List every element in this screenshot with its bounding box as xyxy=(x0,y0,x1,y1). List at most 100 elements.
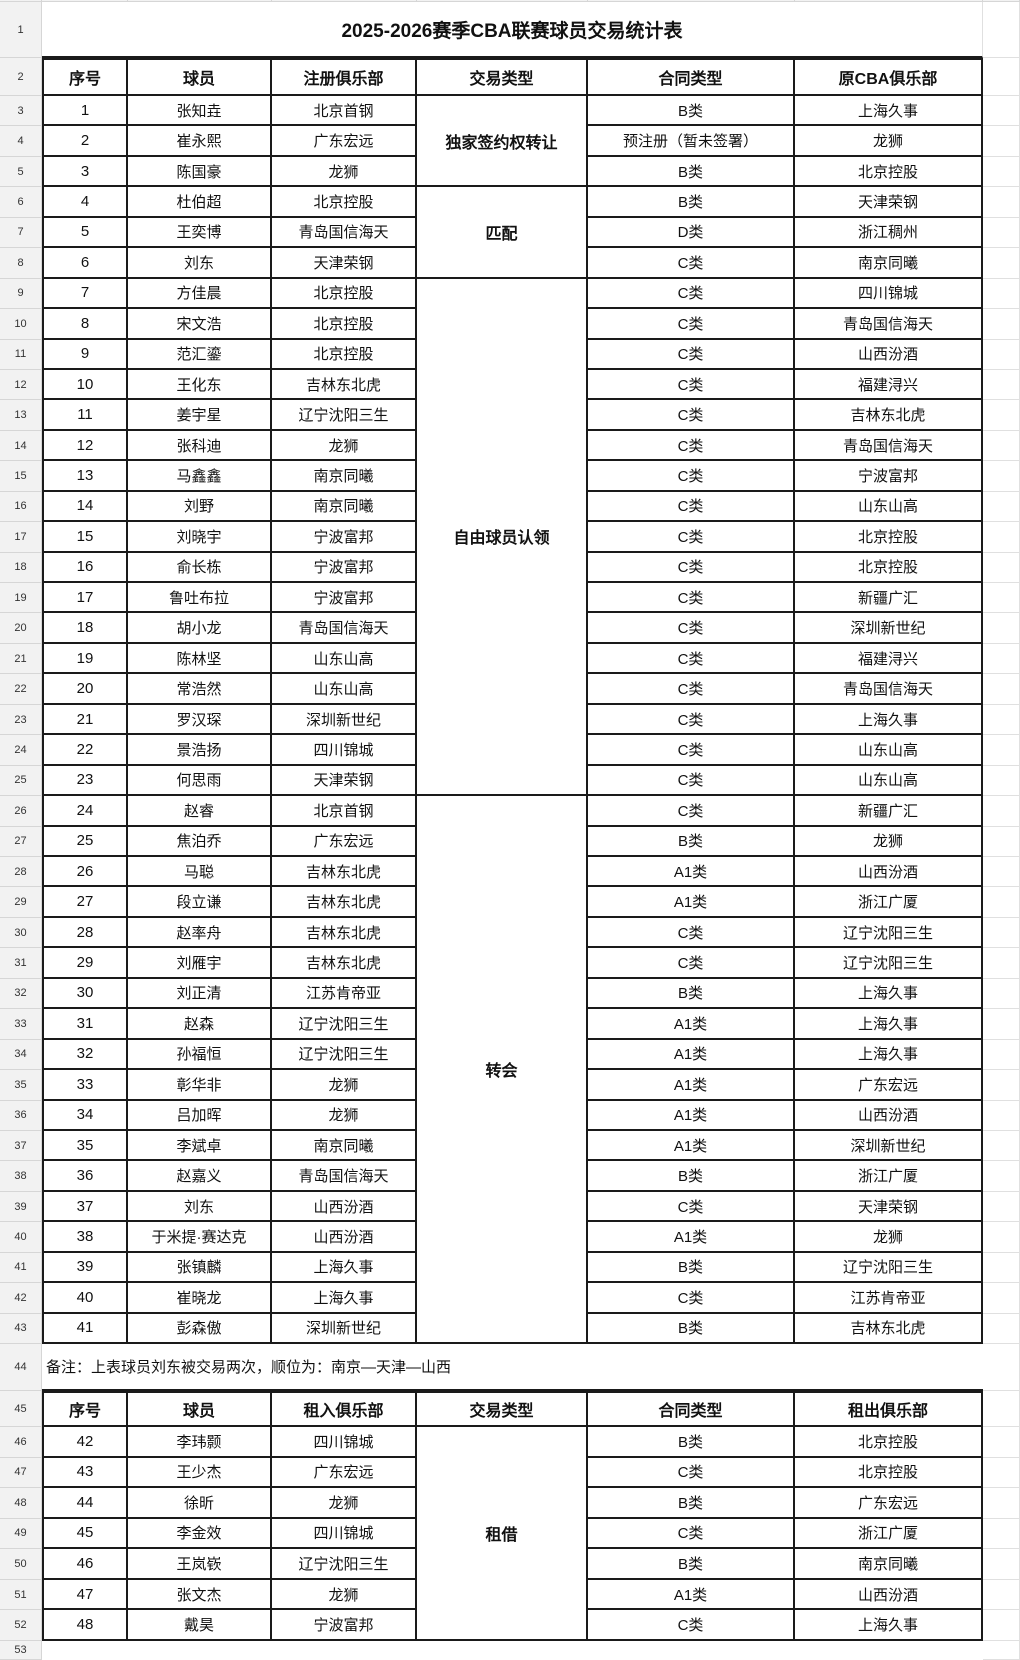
cell-other-club[interactable]: 上海久事 xyxy=(795,978,983,1010)
cell-other-club[interactable]: 北京控股 xyxy=(795,1457,983,1489)
cell-other-club[interactable]: 龙狮 xyxy=(795,1222,983,1253)
cell-contract[interactable]: C类 xyxy=(588,339,795,370)
row-number[interactable]: 40 xyxy=(0,1222,42,1253)
column-header[interactable] xyxy=(417,0,588,2)
cell-club[interactable]: 南京同曦 xyxy=(272,461,417,492)
row-number[interactable]: 30 xyxy=(0,917,42,949)
empty-cell[interactable] xyxy=(983,126,1020,157)
cell-club[interactable]: 龙狮 xyxy=(272,1100,417,1131)
cell-other-club[interactable]: 浙江广厦 xyxy=(795,1161,983,1192)
cell-player[interactable]: 焦泊乔 xyxy=(128,826,272,857)
empty-cell[interactable] xyxy=(983,461,1020,492)
cell-seq[interactable]: 37 xyxy=(42,1191,128,1223)
cell-seq[interactable]: 39 xyxy=(42,1252,128,1284)
empty-cell[interactable] xyxy=(983,339,1020,370)
row-number[interactable]: 39 xyxy=(0,1191,42,1223)
cell-seq[interactable]: 35 xyxy=(42,1130,128,1162)
row-number[interactable]: 26 xyxy=(0,796,42,827)
cell-contract[interactable]: C类 xyxy=(588,735,795,766)
row-number[interactable]: 35 xyxy=(0,1070,42,1101)
cell-player[interactable]: 徐昕 xyxy=(128,1488,272,1519)
empty-cell[interactable] xyxy=(983,1549,1020,1580)
cell-contract[interactable]: C类 xyxy=(588,1457,795,1489)
row-number[interactable]: 45 xyxy=(0,1391,42,1427)
cell-seq[interactable]: 4 xyxy=(42,187,128,218)
cell-seq[interactable]: 28 xyxy=(42,917,128,949)
cell-club[interactable]: 天津荣钢 xyxy=(272,765,417,797)
cell-club[interactable]: 北京控股 xyxy=(272,339,417,370)
cell-other-club[interactable]: 福建浔兴 xyxy=(795,643,983,675)
row-number[interactable]: 41 xyxy=(0,1252,42,1284)
row-number[interactable]: 43 xyxy=(0,1313,42,1345)
cell-club[interactable]: 四川锦城 xyxy=(272,735,417,766)
cell-player[interactable]: 王岚嵚 xyxy=(128,1549,272,1580)
row-number[interactable]: 38 xyxy=(0,1161,42,1192)
cell-contract[interactable]: B类 xyxy=(588,187,795,218)
row-number[interactable]: 53 xyxy=(0,1640,42,1660)
cell-seq[interactable]: 41 xyxy=(42,1313,128,1345)
cell-seq[interactable]: 25 xyxy=(42,826,128,857)
cell-player[interactable]: 王化东 xyxy=(128,369,272,401)
cell-trade-type-merged[interactable]: 匹配 xyxy=(417,187,588,279)
row-number[interactable]: 48 xyxy=(0,1488,42,1519)
row-number[interactable]: 50 xyxy=(0,1549,42,1580)
empty-cell[interactable] xyxy=(983,826,1020,857)
cell-other-club[interactable]: 山西汾酒 xyxy=(795,1100,983,1131)
empty-cell[interactable] xyxy=(983,248,1020,279)
empty-cell[interactable] xyxy=(983,1579,1020,1611)
cell-other-club[interactable]: 辽宁沈阳三生 xyxy=(795,1252,983,1284)
cell-player[interactable]: 姜宇星 xyxy=(128,400,272,431)
cell-club[interactable]: 江苏肯帝亚 xyxy=(272,978,417,1010)
row-number[interactable]: 4 xyxy=(0,126,42,157)
cell-club[interactable]: 宁波富邦 xyxy=(272,522,417,553)
cell-club[interactable]: 北京首钢 xyxy=(272,96,417,127)
cell-player[interactable]: 胡小龙 xyxy=(128,613,272,644)
cell-club[interactable]: 吉林东北虎 xyxy=(272,369,417,401)
cell-contract[interactable]: A1类 xyxy=(588,1009,795,1040)
row-number[interactable]: 27 xyxy=(0,826,42,857)
row-number[interactable]: 7 xyxy=(0,217,42,249)
row-number[interactable]: 21 xyxy=(0,643,42,675)
row-number[interactable]: 37 xyxy=(0,1130,42,1162)
cell-player[interactable]: 段立谦 xyxy=(128,887,272,918)
empty-cell[interactable] xyxy=(983,491,1020,523)
cell-player[interactable]: 常浩然 xyxy=(128,674,272,705)
cell-seq[interactable]: 11 xyxy=(42,400,128,431)
cell-seq[interactable]: 3 xyxy=(42,156,128,188)
row-number[interactable]: 6 xyxy=(0,187,42,218)
row-number[interactable]: 1 xyxy=(0,2,42,58)
cell-seq[interactable]: 34 xyxy=(42,1100,128,1131)
cell-seq[interactable]: 48 xyxy=(42,1610,128,1641)
empty-cell[interactable] xyxy=(983,1100,1020,1131)
row-number[interactable]: 23 xyxy=(0,704,42,736)
cell-other-club[interactable]: 北京控股 xyxy=(795,552,983,584)
cell-club[interactable]: 天津荣钢 xyxy=(272,248,417,279)
cell-other-club[interactable]: 四川锦城 xyxy=(795,278,983,310)
empty-cell[interactable] xyxy=(983,1009,1020,1040)
empty-cell[interactable] xyxy=(983,1391,1020,1427)
empty-cell[interactable] xyxy=(983,917,1020,949)
cell-player[interactable]: 刘晓宇 xyxy=(128,522,272,553)
cell-club[interactable]: 北京控股 xyxy=(272,187,417,218)
empty-cell[interactable] xyxy=(983,1222,1020,1253)
cell-trade-type-merged[interactable]: 租借 xyxy=(417,1427,588,1641)
cell-other-club[interactable]: 上海久事 xyxy=(795,1610,983,1641)
cell-player[interactable]: 张科迪 xyxy=(128,430,272,462)
cell-other-club[interactable]: 辽宁沈阳三生 xyxy=(795,917,983,949)
cell-other-club[interactable]: 深圳新世纪 xyxy=(795,1130,983,1162)
cell-club[interactable]: 宁波富邦 xyxy=(272,583,417,614)
row-number[interactable]: 25 xyxy=(0,765,42,797)
cell-contract[interactable]: B类 xyxy=(588,1252,795,1284)
empty-cell[interactable] xyxy=(983,58,1020,96)
cell-contract[interactable]: C类 xyxy=(588,643,795,675)
cell-player[interactable]: 宋文浩 xyxy=(128,309,272,340)
row-number[interactable]: 36 xyxy=(0,1100,42,1131)
cell-player[interactable]: 李玮颢 xyxy=(128,1427,272,1458)
cell-player[interactable]: 张镇麟 xyxy=(128,1252,272,1284)
empty-cell[interactable] xyxy=(983,1610,1020,1641)
row-number[interactable]: 5 xyxy=(0,156,42,188)
cell-other-club[interactable]: 山西汾酒 xyxy=(795,339,983,370)
cell-other-club[interactable]: 辽宁沈阳三生 xyxy=(795,948,983,979)
cell-seq[interactable]: 20 xyxy=(42,674,128,705)
cell-seq[interactable]: 33 xyxy=(42,1070,128,1101)
